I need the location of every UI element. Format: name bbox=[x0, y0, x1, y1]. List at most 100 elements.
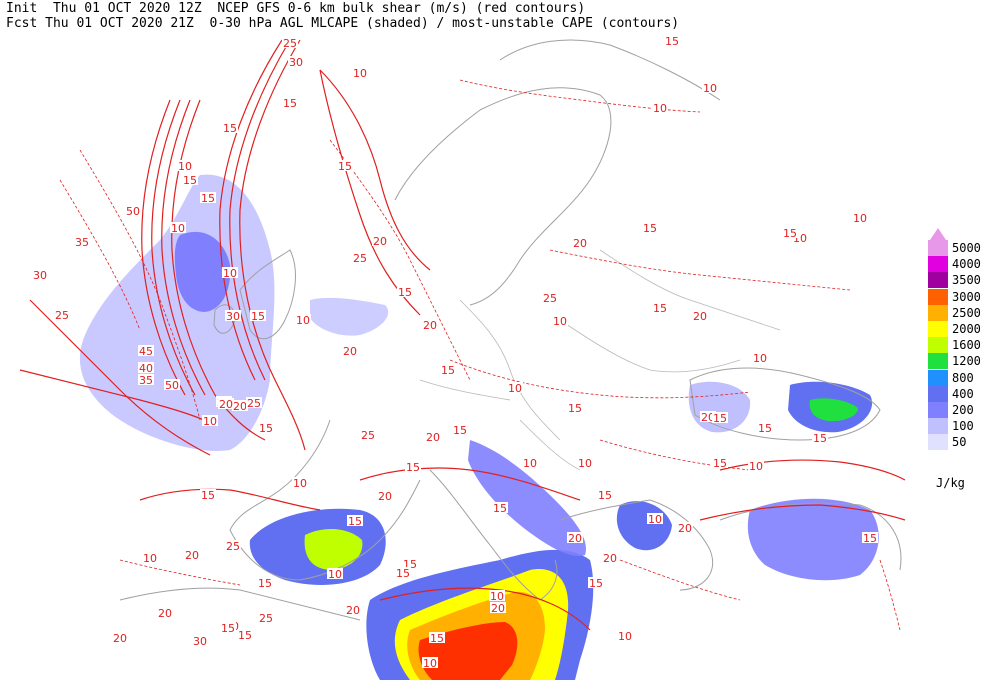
shear-contour-label: 10 bbox=[522, 457, 538, 470]
svg-text:50: 50 bbox=[165, 379, 179, 392]
svg-text:10: 10 bbox=[328, 568, 342, 581]
shear-contour-label: 15 bbox=[258, 422, 274, 435]
shear-contour-label: 15 bbox=[588, 577, 604, 590]
svg-text:25: 25 bbox=[259, 612, 273, 625]
svg-text:30: 30 bbox=[226, 310, 240, 323]
svg-text:10: 10 bbox=[618, 630, 632, 643]
legend-swatch bbox=[928, 288, 948, 305]
svg-text:20: 20 bbox=[158, 607, 172, 620]
shear-contour-label: 15 bbox=[492, 502, 508, 515]
svg-text:15: 15 bbox=[441, 364, 455, 377]
svg-text:15: 15 bbox=[251, 310, 265, 323]
shear-contour-label: 20 bbox=[602, 552, 618, 565]
shear-contour-label: 25 bbox=[352, 252, 368, 265]
cape-atlantic-region bbox=[79, 174, 275, 451]
svg-text:20: 20 bbox=[343, 345, 357, 358]
svg-text:20: 20 bbox=[573, 237, 587, 250]
legend-item: 3000 bbox=[928, 288, 998, 305]
legend-item: 50 bbox=[928, 434, 998, 451]
legend-overflow-triangle bbox=[930, 228, 946, 240]
svg-text:10: 10 bbox=[203, 415, 217, 428]
legend-item: 800 bbox=[928, 369, 998, 386]
shear-contour-label: 20 bbox=[422, 319, 438, 332]
legend-label: 400 bbox=[952, 386, 974, 401]
svg-text:20: 20 bbox=[568, 532, 582, 545]
shear-contour-label: 45 bbox=[138, 345, 154, 358]
shear-contour-label: 10 bbox=[647, 513, 663, 526]
shear-contour-label: 15 bbox=[222, 122, 238, 135]
shear-contour-label: 15 bbox=[712, 412, 728, 425]
shear-contour-label: 20 bbox=[112, 632, 128, 645]
legend-swatch bbox=[928, 418, 948, 435]
svg-text:15: 15 bbox=[238, 629, 252, 642]
shear-contour-label: 15 bbox=[642, 222, 658, 235]
svg-text:25: 25 bbox=[283, 37, 297, 50]
shear-contour-label: 25 bbox=[258, 612, 274, 625]
svg-text:15: 15 bbox=[201, 489, 215, 502]
shear-contour-label: 10 bbox=[748, 460, 764, 473]
legend-swatch bbox=[928, 256, 948, 273]
shear-contour-label: 15 bbox=[282, 97, 298, 110]
svg-text:20: 20 bbox=[373, 235, 387, 248]
svg-text:15: 15 bbox=[258, 577, 272, 590]
shear-contour-label: 15 bbox=[347, 515, 363, 528]
cape-adriatic bbox=[468, 440, 586, 556]
svg-text:20: 20 bbox=[346, 604, 360, 617]
shear-contour-label: 10 bbox=[617, 630, 633, 643]
svg-text:25: 25 bbox=[353, 252, 367, 265]
shear-contour-label: 35 bbox=[138, 374, 154, 387]
svg-text:20: 20 bbox=[678, 522, 692, 535]
svg-text:20: 20 bbox=[113, 632, 127, 645]
shear-contour-label: 20 bbox=[342, 345, 358, 358]
shear-contour-label: 15 bbox=[237, 629, 253, 642]
legend-units: J/kg bbox=[936, 476, 965, 490]
svg-text:10: 10 bbox=[423, 657, 437, 670]
svg-text:50: 50 bbox=[126, 205, 140, 218]
legend-swatch bbox=[928, 402, 948, 418]
svg-text:30: 30 bbox=[289, 56, 303, 69]
svg-text:20: 20 bbox=[603, 552, 617, 565]
shear-contours-dashed bbox=[59, 79, 901, 631]
svg-text:15: 15 bbox=[783, 227, 797, 240]
legend-label: 2000 bbox=[952, 322, 981, 336]
svg-text:10: 10 bbox=[703, 82, 717, 95]
legend-label: 5000 bbox=[952, 241, 981, 255]
legend-swatch bbox=[928, 385, 948, 402]
shear-contour-label: 30 bbox=[225, 310, 241, 323]
svg-text:15: 15 bbox=[493, 502, 507, 515]
legend-swatch bbox=[928, 337, 948, 354]
svg-text:20: 20 bbox=[426, 431, 440, 444]
shear-contour-label: 25 bbox=[360, 429, 376, 442]
svg-text:25: 25 bbox=[226, 540, 240, 553]
shear-contour-label: 10 bbox=[292, 477, 308, 490]
shear-contour-label: 10 bbox=[170, 222, 186, 235]
svg-text:10: 10 bbox=[178, 160, 192, 173]
svg-text:10: 10 bbox=[523, 457, 537, 470]
shear-contour-label: 25 bbox=[542, 292, 558, 305]
svg-text:10: 10 bbox=[749, 460, 763, 473]
shear-contour-label: 30 bbox=[32, 269, 48, 282]
svg-text:15: 15 bbox=[398, 286, 412, 299]
cape-iberia-core bbox=[304, 528, 363, 570]
svg-text:15: 15 bbox=[758, 422, 772, 435]
shear-contour-label: 20 bbox=[700, 411, 716, 424]
svg-text:15: 15 bbox=[283, 97, 297, 110]
shear-contour-label: 20 bbox=[345, 604, 361, 617]
shear-contour-label: 15 bbox=[782, 227, 798, 240]
legend-swatch bbox=[928, 321, 948, 337]
cape-turkey bbox=[747, 498, 879, 581]
svg-text:25: 25 bbox=[55, 309, 69, 322]
svg-text:15: 15 bbox=[453, 424, 467, 437]
svg-text:20: 20 bbox=[491, 602, 505, 615]
shear-contour-label: 20 bbox=[425, 431, 441, 444]
svg-text:15: 15 bbox=[598, 489, 612, 502]
shear-contour-label: 15 bbox=[397, 286, 413, 299]
shear-contour-label: 20 bbox=[677, 522, 693, 535]
legend-label: 1200 bbox=[952, 354, 981, 369]
shear-contour-label: 20 bbox=[692, 310, 708, 323]
shear-contour-label: 10 bbox=[142, 552, 158, 565]
cape-north-sea bbox=[310, 297, 389, 336]
shear-contour-label: 20 bbox=[572, 237, 588, 250]
shear-contour-label: 10 bbox=[352, 67, 368, 80]
svg-text:10: 10 bbox=[653, 102, 667, 115]
